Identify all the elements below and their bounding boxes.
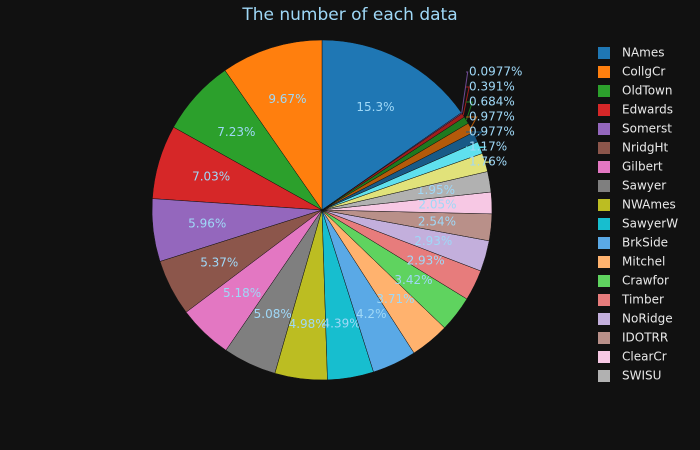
legend-swatch	[598, 256, 610, 268]
legend-swatch	[598, 313, 610, 325]
legend-label: ClearCr	[622, 350, 667, 364]
legend-swatch	[598, 47, 610, 59]
legend-label: NoRidge	[622, 312, 673, 326]
legend-label: Timber	[621, 293, 664, 307]
legend-swatch	[598, 218, 610, 230]
slice-label: 2.05%	[418, 198, 456, 212]
slice-label: 0.391%	[469, 80, 515, 94]
slice-label: 4.2%	[356, 307, 387, 321]
legend-label: CollgCr	[622, 65, 665, 79]
legend-label: BrkSide	[622, 236, 668, 250]
legend-label: Crawfor	[622, 274, 669, 288]
slice-label: 5.37%	[200, 256, 238, 270]
slice-label: 1.95%	[417, 183, 455, 197]
legend-label: NWAmes	[622, 198, 676, 212]
pie-slice	[224, 39, 323, 211]
legend-swatch	[598, 66, 610, 78]
slice-label: 3.42%	[394, 273, 432, 287]
slice-label: 7.23%	[217, 125, 255, 139]
legend-swatch	[598, 85, 610, 97]
legend-swatch	[598, 370, 610, 382]
slice-label: 4.39%	[323, 316, 361, 330]
legend-swatch	[598, 142, 610, 154]
legend-swatch	[598, 294, 610, 306]
legend-label: Gilbert	[622, 160, 663, 174]
pie-slice	[321, 39, 462, 211]
leader-line	[466, 146, 487, 149]
slice-label: 9.67%	[268, 92, 306, 106]
slice-label: 3.71%	[376, 292, 414, 306]
slice-label: 1.76%	[469, 155, 507, 169]
legend-swatch	[598, 104, 610, 116]
legend-label: IDOTRR	[622, 331, 668, 345]
slice-label: 2.93%	[414, 234, 452, 248]
slice-label: 5.18%	[223, 286, 261, 300]
slice-label: 7.03%	[192, 170, 230, 184]
leader-line	[461, 71, 469, 114]
legend-swatch	[598, 332, 610, 344]
slice-label: 0.977%	[469, 110, 515, 124]
legend-swatch	[598, 275, 610, 287]
slice-label: 2.54%	[418, 214, 456, 228]
leader-line	[462, 86, 470, 116]
slice-label: 0.977%	[469, 125, 515, 139]
legend-swatch	[598, 351, 610, 363]
legend-label: SWISU	[622, 369, 661, 383]
legend-label: NridgHt	[622, 141, 669, 155]
slice-label: 0.0977%	[469, 65, 522, 79]
slice-label: 4.98%	[289, 317, 327, 331]
legend: NAmes CollgCr OldTown Edwards Somerst NridgHt…	[598, 46, 678, 383]
legend-label: OldTown	[622, 84, 672, 98]
legend-swatch	[598, 180, 610, 192]
slice-label: 1.17%	[469, 140, 507, 154]
leader-line	[466, 116, 478, 129]
slice-label: 2.93%	[407, 254, 445, 268]
chart-title: The number of each data	[241, 5, 457, 25]
legend-label: Mitchel	[622, 255, 665, 269]
leader-line	[466, 131, 483, 138]
legend-label: Edwards	[622, 103, 673, 117]
legend-label: SawyerW	[622, 217, 678, 231]
leader-line	[465, 101, 473, 121]
slice-label: 15.3%	[356, 100, 394, 114]
legend-swatch	[598, 123, 610, 135]
legend-swatch	[598, 199, 610, 211]
legend-label: Somerst	[622, 122, 672, 136]
slice-label: 0.684%	[469, 95, 515, 109]
legend-label: NAmes	[622, 46, 665, 60]
legend-swatch	[598, 237, 610, 249]
pie: 15.3% 9.67% 7.23% 7.03% 5.96% 5.37% 5.18% 5.08%…	[151, 39, 522, 381]
legend-swatch	[598, 161, 610, 173]
slice-label: 5.08%	[254, 307, 292, 321]
legend-label: Sawyer	[622, 179, 666, 193]
slice-label: 5.96%	[188, 216, 226, 230]
